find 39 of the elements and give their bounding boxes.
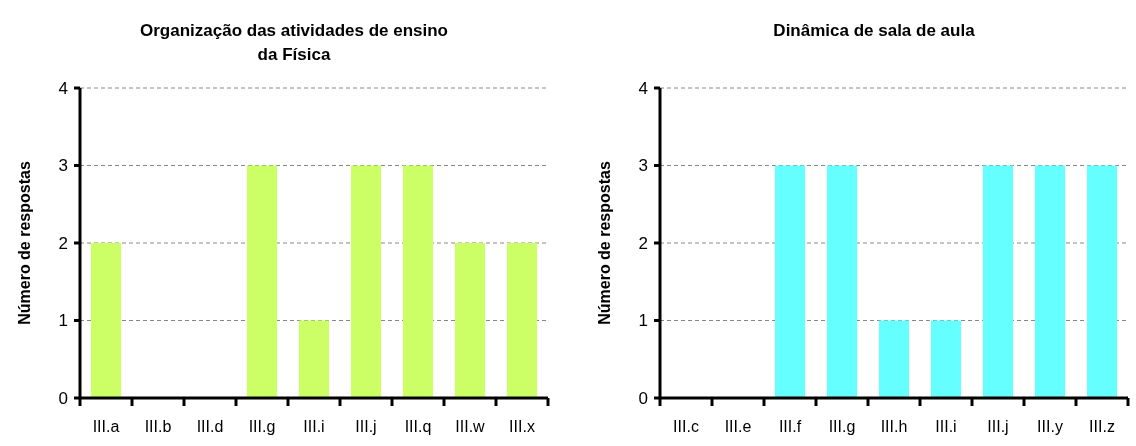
y-tick-label: 0 (638, 388, 648, 408)
y-tick-label: 4 (58, 78, 68, 98)
y-tick-label: 2 (638, 233, 648, 253)
x-tick-label: III.q (404, 418, 432, 435)
x-tick-label: III.g (248, 418, 276, 435)
x-tick-label: III.f (778, 418, 802, 435)
bar (402, 165, 434, 398)
x-tick-label: III.a (92, 418, 120, 435)
x-tick-label: III.b (144, 418, 172, 435)
x-tick-label: III.d (196, 418, 224, 435)
bar (454, 243, 486, 398)
y-tick-label: 4 (638, 78, 648, 98)
y-axis-title: Número de respostas (596, 161, 613, 325)
x-tick-label: III.j (987, 418, 1009, 435)
x-tick-label: III.x (509, 418, 535, 435)
y-tick-label: 3 (58, 156, 68, 176)
bar (298, 320, 330, 398)
y-tick-label: 2 (58, 233, 68, 253)
x-tick-label: III.c (673, 418, 699, 435)
x-tick-label: III.g (828, 418, 856, 435)
bar (246, 165, 278, 398)
x-tick-label: III.y (1037, 418, 1063, 435)
chart-title: Organização das atividades de ensino da Física (140, 21, 448, 64)
x-tick-label: III.j (355, 418, 377, 435)
y-axis-title: Número de respostas (16, 161, 33, 325)
x-tick-label: III.i (303, 418, 325, 435)
x-tick-label: III.h (880, 418, 908, 435)
y-tick-label: 1 (638, 311, 648, 331)
x-tick-label: III.i (935, 418, 957, 435)
y-tick-label: 3 (638, 156, 648, 176)
chart-title: Dinâmica de sala de aula (773, 21, 976, 40)
x-tick-label: III.z (1089, 418, 1115, 435)
y-tick-label: 1 (58, 311, 68, 331)
bar (350, 165, 382, 398)
bar (90, 243, 122, 398)
bar (506, 243, 538, 398)
y-tick-label: 0 (58, 388, 68, 408)
x-tick-label: III.w (455, 418, 486, 435)
x-tick-label: III.e (724, 418, 752, 435)
